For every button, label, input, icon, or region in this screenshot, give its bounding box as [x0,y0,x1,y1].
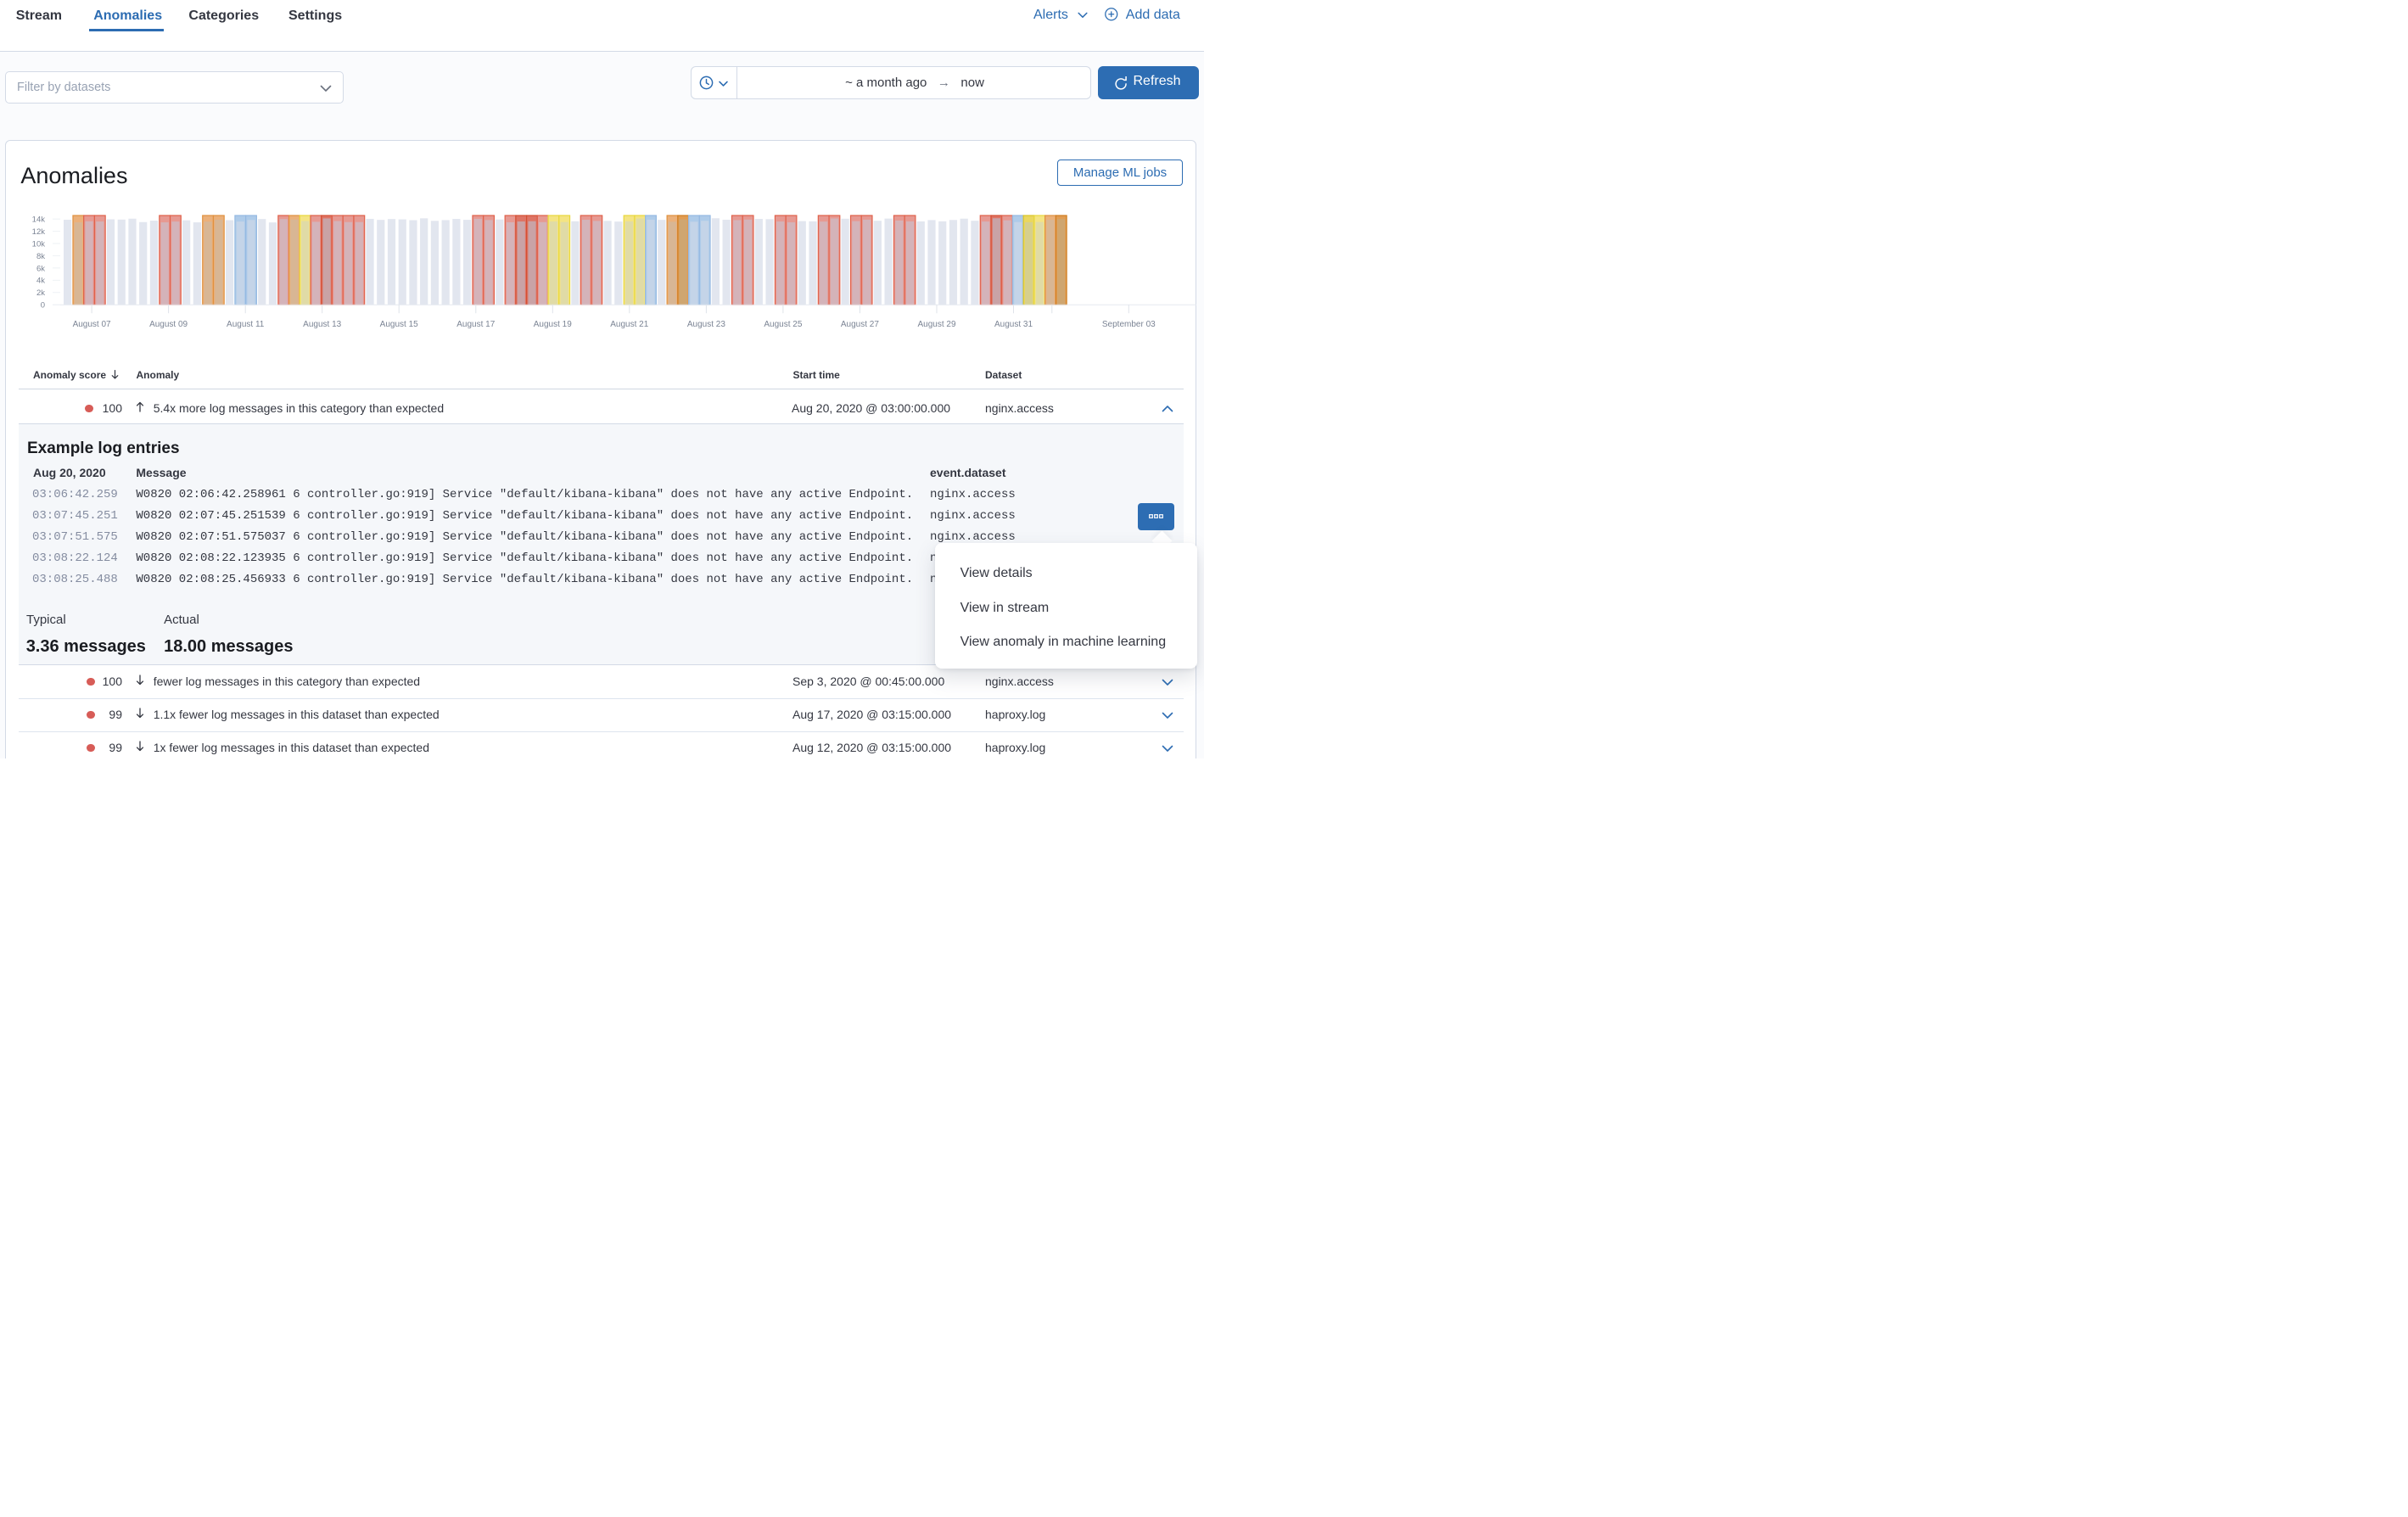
svg-text:August 07: August 07 [73,320,111,329]
svg-text:2k: 2k [36,288,45,298]
svg-text:10k: 10k [32,239,46,249]
svg-text:August 21: August 21 [610,320,648,329]
svg-text:August 25: August 25 [764,320,802,329]
svg-text:August 11: August 11 [227,320,265,329]
svg-text:August 19: August 19 [534,320,572,329]
svg-text:6k: 6k [36,264,45,273]
svg-text:8k: 8k [36,252,45,261]
svg-text:12k: 12k [32,227,46,237]
svg-text:4k: 4k [36,277,45,286]
svg-text:August 27: August 27 [841,320,879,329]
svg-text:August 29: August 29 [917,320,955,329]
svg-text:0: 0 [41,301,45,311]
svg-text:August 31: August 31 [994,320,1033,329]
svg-text:14k: 14k [32,216,46,225]
svg-text:August 17: August 17 [456,320,495,329]
svg-text:August 15: August 15 [380,320,418,329]
svg-text:September 03: September 03 [1102,320,1156,329]
svg-text:August 09: August 09 [149,320,188,329]
svg-text:August 23: August 23 [687,320,725,329]
svg-text:August 13: August 13 [303,320,341,329]
